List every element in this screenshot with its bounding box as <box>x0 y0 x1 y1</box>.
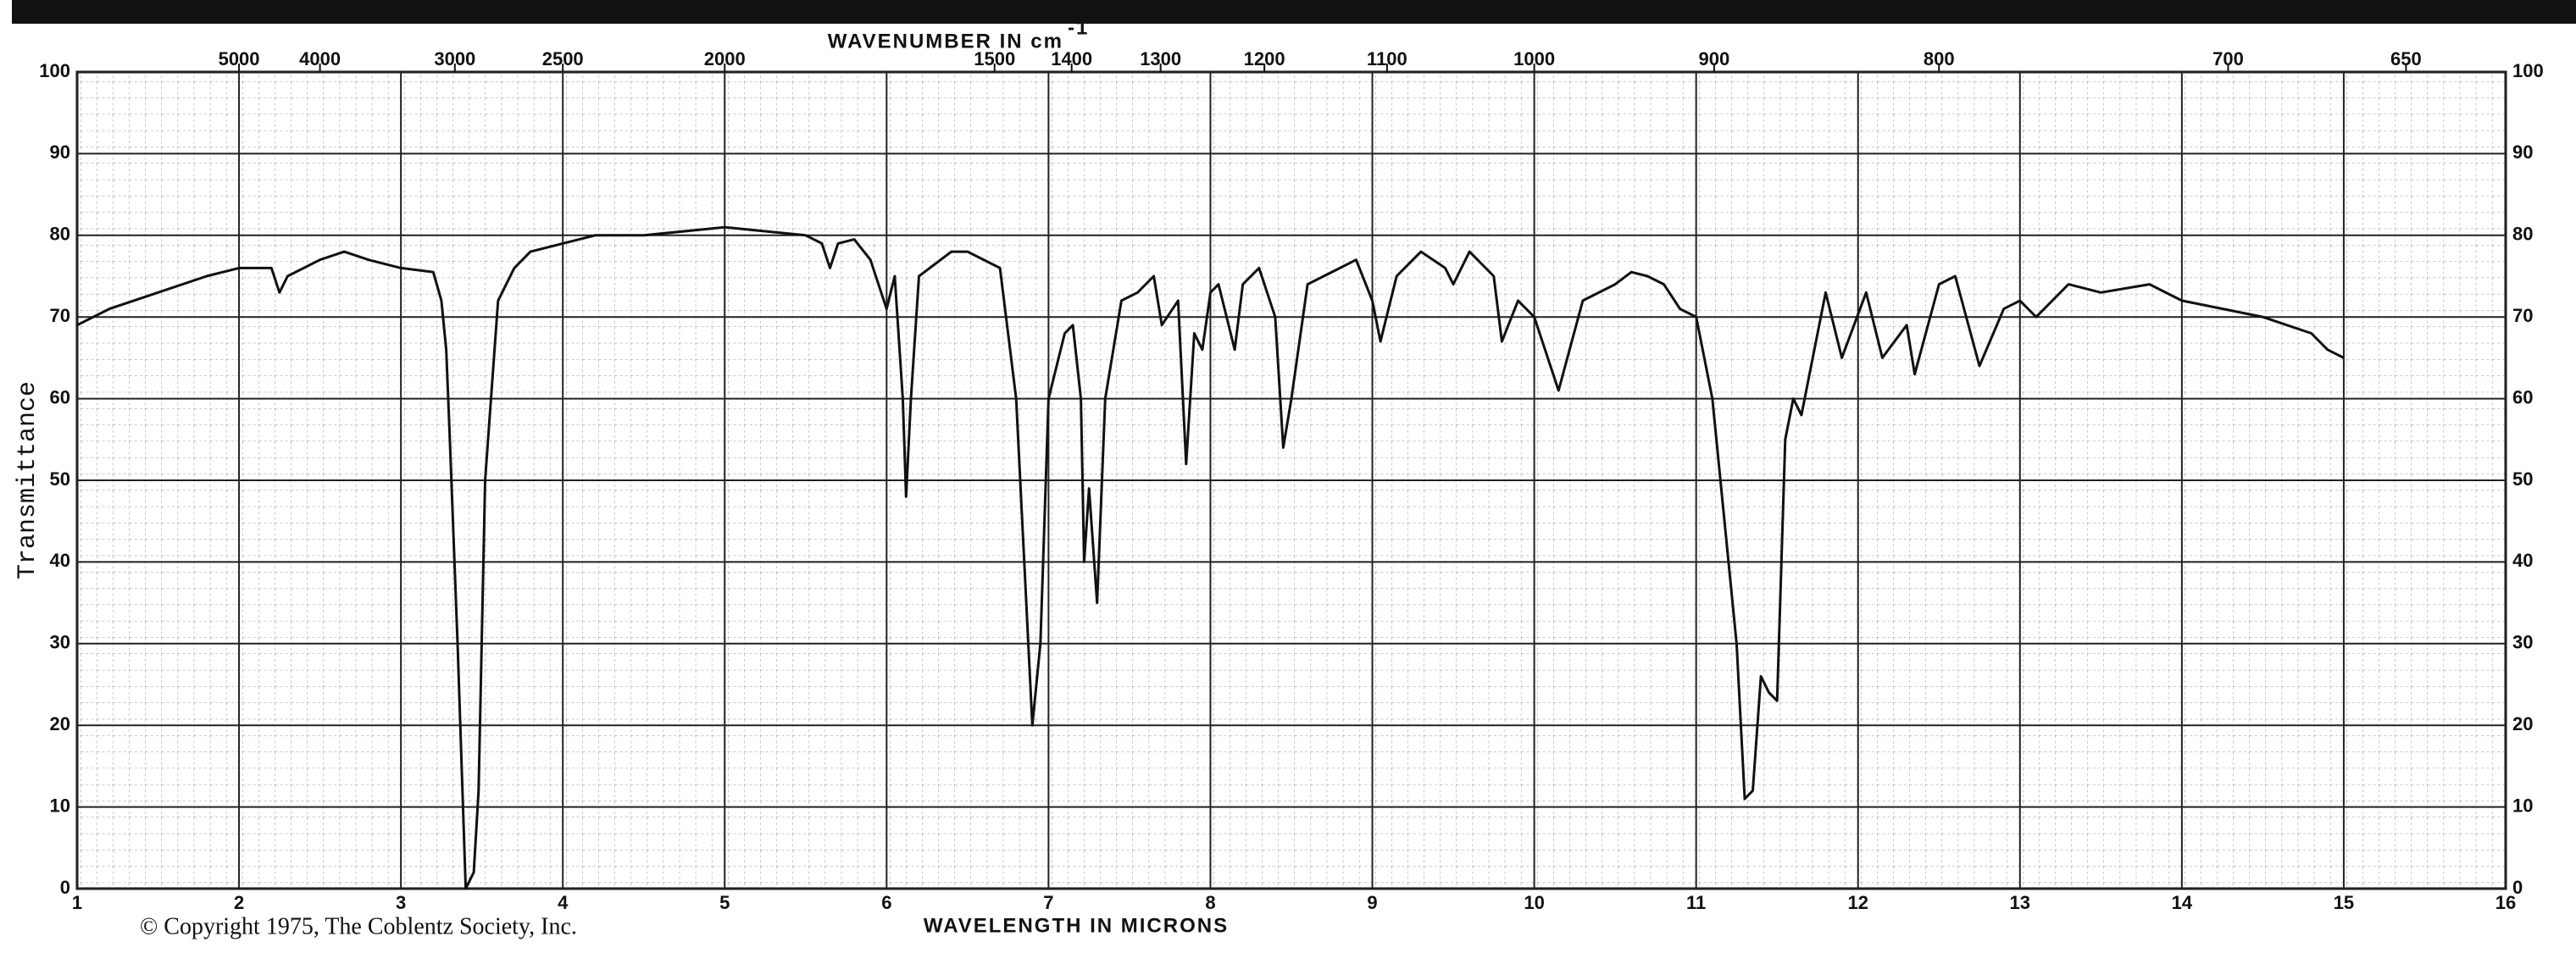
y-tick-label: 70 <box>50 305 70 326</box>
x2-tick-label: 1300 <box>1140 48 1181 69</box>
y-tick-label-right: 80 <box>2512 224 2533 245</box>
x2-tick-label: 1100 <box>1367 48 1407 69</box>
y-tick-label-right: 0 <box>2512 877 2523 898</box>
x-axis-label: WAVELENGTH IN MICRONS <box>924 914 1229 937</box>
x2-tick-label: 4000 <box>299 48 341 69</box>
x-tick-label: 6 <box>881 892 891 913</box>
y-tick-label-right: 60 <box>2512 386 2533 407</box>
x2-tick-label: 800 <box>1924 48 1955 69</box>
y-tick-label-right: 20 <box>2512 713 2533 734</box>
x-tick-label: 15 <box>2334 892 2354 913</box>
x-tick-label: 12 <box>1847 892 1868 913</box>
y-axis-label: Transmittance <box>14 381 42 579</box>
x2-tick-label: 2000 <box>704 48 746 69</box>
y-tick-label: 60 <box>50 386 70 407</box>
y-tick-label: 90 <box>50 141 70 163</box>
x-tick-label: 11 <box>1686 892 1706 913</box>
y-tick-label-right: 30 <box>2512 632 2533 653</box>
x2-axis-label-superscript: -1 <box>1068 16 1089 39</box>
y-tick-label-right: 10 <box>2512 795 2533 816</box>
x-tick-label: 9 <box>1367 892 1377 913</box>
y-tick-label-right: 40 <box>2512 550 2533 571</box>
x2-tick-label: 900 <box>1699 48 1730 69</box>
y-tick-label-right: 90 <box>2512 141 2533 163</box>
y-tick-label-right: 100 <box>2512 60 2544 81</box>
x2-tick-label: 1200 <box>1244 48 1285 69</box>
x2-tick-label: 1500 <box>974 48 1015 69</box>
y-tick-label: 50 <box>50 468 70 490</box>
x2-tick-label: 5000 <box>219 48 260 69</box>
x-tick-label: 1 <box>72 892 82 913</box>
x-tick-label: 7 <box>1043 892 1053 913</box>
x-tick-label: 5 <box>719 892 730 913</box>
x2-tick-label: 3000 <box>434 48 475 69</box>
spectrum-line <box>76 225 2345 890</box>
y-tick-label-right: 70 <box>2512 305 2533 326</box>
y-tick-label: 80 <box>50 224 70 245</box>
y-tick-label: 10 <box>50 795 70 816</box>
x-tick-label: 10 <box>1524 892 1544 913</box>
x-tick-label: 14 <box>2172 892 2193 913</box>
y-tick-label: 30 <box>50 632 70 653</box>
x-tick-label: 16 <box>2496 892 2516 913</box>
x2-tick-label: 1400 <box>1051 48 1092 69</box>
y-tick-label: 40 <box>50 550 70 571</box>
copyright: © Copyright 1975, The Coblentz Society, … <box>140 913 577 939</box>
x-tick-label: 3 <box>396 892 406 913</box>
x-tick-label: 8 <box>1205 892 1215 913</box>
x2-tick-label: 700 <box>2212 48 2244 69</box>
y-tick-label-right: 50 <box>2512 468 2533 490</box>
y-tick-label: 100 <box>39 60 70 81</box>
x2-axis-label: WAVENUMBER IN cm <box>828 30 1063 53</box>
y-tick-label: 0 <box>60 877 70 898</box>
x2-tick-label: 1000 <box>1513 48 1555 69</box>
x2-tick-label: 650 <box>2390 48 2422 69</box>
y-tick-label: 20 <box>50 713 70 734</box>
x-tick-label: 2 <box>234 892 244 913</box>
x-tick-label: 13 <box>2010 892 2030 913</box>
scan-band <box>12 0 2576 24</box>
x2-tick-label: 2500 <box>542 48 584 69</box>
x-tick-label: 4 <box>558 892 569 913</box>
